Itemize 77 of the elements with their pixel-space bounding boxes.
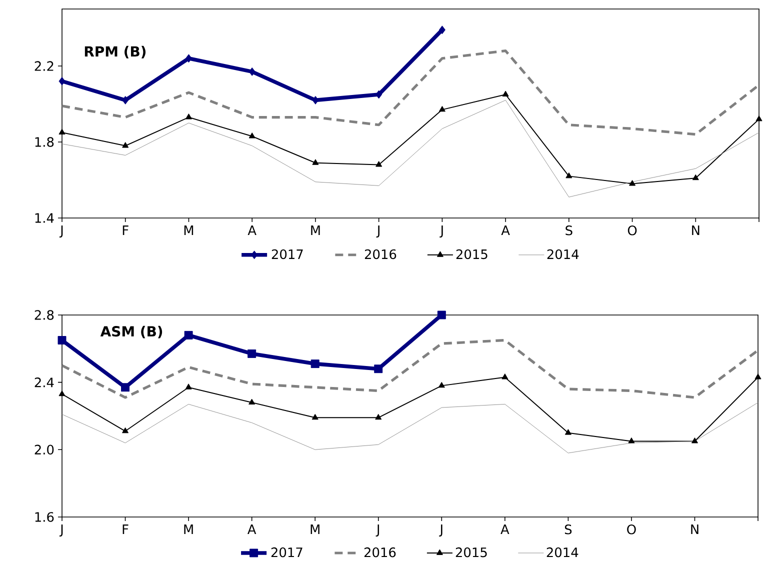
point xyxy=(184,330,193,340)
x-tick-label: N xyxy=(691,524,698,534)
legend-label: 2016 xyxy=(364,547,396,558)
point xyxy=(692,174,699,180)
y-tick-label: 2.4 xyxy=(34,378,54,388)
point xyxy=(375,414,382,420)
point xyxy=(502,374,508,380)
point xyxy=(121,383,130,392)
legend-label: 2016 xyxy=(364,249,396,260)
x-tick-label: A xyxy=(247,524,256,534)
x-tick-label: M xyxy=(310,524,320,534)
point xyxy=(502,90,509,96)
point xyxy=(248,132,256,138)
point xyxy=(566,172,572,178)
legend-label: 2014 xyxy=(547,249,579,260)
x-tick-label: J xyxy=(59,524,63,537)
line-series xyxy=(62,100,760,198)
y-tick-label: 1.8 xyxy=(35,137,54,147)
x-tick-label: N xyxy=(692,226,700,235)
point xyxy=(248,398,256,405)
x-tick-label: S xyxy=(566,226,572,236)
point xyxy=(122,427,129,434)
x-tick-label: A xyxy=(500,524,510,534)
point xyxy=(310,360,320,368)
x-tick-label: A xyxy=(248,226,256,235)
line-series xyxy=(62,402,758,454)
legend-label: 2017 xyxy=(271,547,302,558)
point xyxy=(754,374,762,380)
point xyxy=(58,390,66,396)
legend-label: 2015 xyxy=(456,249,488,260)
point xyxy=(374,364,383,374)
y-tick-label: 2.2 xyxy=(34,61,54,71)
x-tick-label: A xyxy=(501,226,510,235)
legend-label: 2014 xyxy=(546,547,578,558)
point xyxy=(629,180,636,186)
x-tick-label: J xyxy=(376,226,380,238)
legend-label: 2017 xyxy=(272,249,303,260)
x-tick-label: J xyxy=(439,524,442,537)
point xyxy=(58,76,66,86)
point xyxy=(438,26,446,34)
x-tick-label: O xyxy=(628,226,637,236)
y-tick-label: 1.4 xyxy=(35,213,54,223)
point xyxy=(437,310,446,320)
point xyxy=(185,384,192,390)
x-tick-label: J xyxy=(59,226,63,238)
x-tick-label: M xyxy=(184,524,193,534)
x-tick-label: J xyxy=(440,226,443,238)
point xyxy=(248,349,256,358)
point xyxy=(564,429,572,435)
point xyxy=(376,161,382,167)
x-tick-label: S xyxy=(564,524,572,534)
y-tick-label: 1.6 xyxy=(35,512,54,522)
x-tick-label: F xyxy=(122,524,128,534)
point xyxy=(628,438,635,444)
x-tick-label: M xyxy=(311,226,320,235)
point xyxy=(376,90,382,99)
x-tick-label: F xyxy=(122,226,128,235)
point xyxy=(122,142,129,148)
point xyxy=(438,106,446,112)
point xyxy=(312,414,318,420)
legend-label: 2015 xyxy=(456,547,487,558)
point xyxy=(438,382,445,388)
x-tick-label: J xyxy=(376,524,380,537)
point xyxy=(58,336,66,344)
point xyxy=(122,96,129,104)
point xyxy=(756,115,762,122)
text: RPM (B) xyxy=(84,46,146,58)
point xyxy=(185,54,192,63)
y-tick-label: 2.0 xyxy=(34,444,54,455)
point xyxy=(312,159,319,165)
x-tick-label: M xyxy=(184,226,194,235)
point xyxy=(58,128,66,134)
point xyxy=(691,438,698,444)
text: ASM (B) xyxy=(100,326,162,338)
x-tick-label: O xyxy=(627,524,636,534)
y-tick-label: 2.8 xyxy=(34,310,54,320)
point xyxy=(185,114,192,120)
